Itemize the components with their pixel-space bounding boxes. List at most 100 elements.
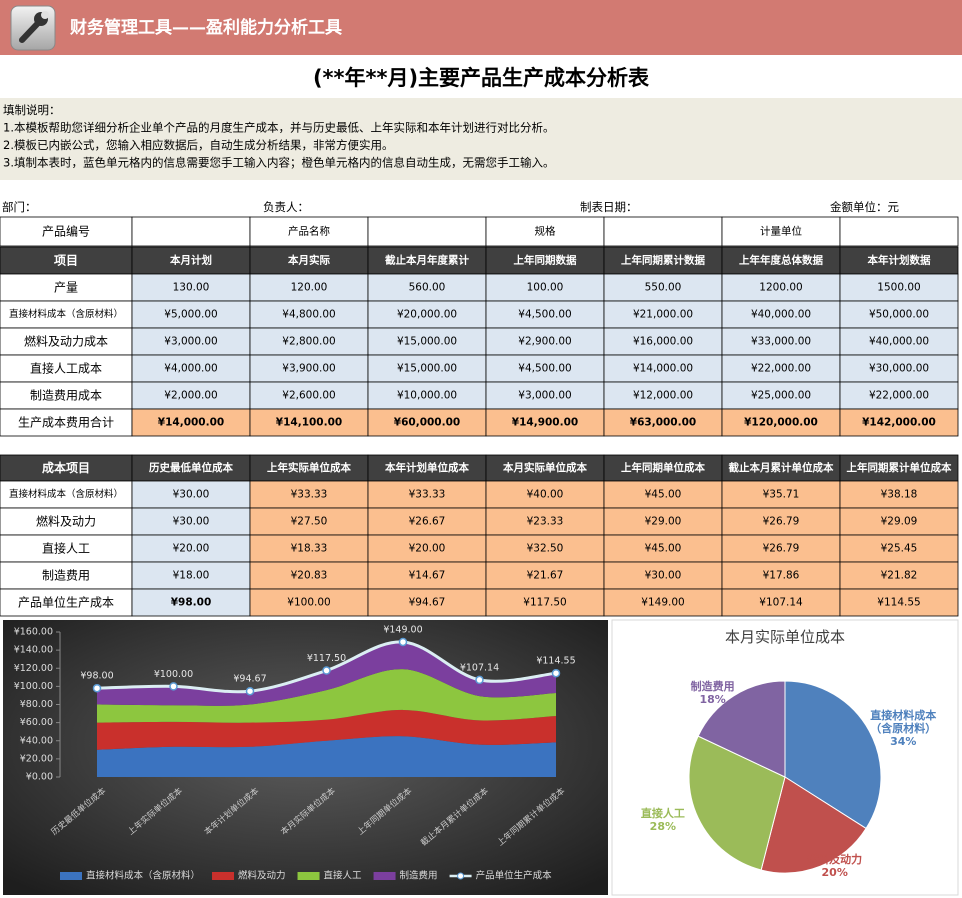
info-label: 金额单位：元 <box>830 200 899 214</box>
line-point <box>92 683 102 693</box>
pie-slice <box>688 735 786 871</box>
table-cell-text: ¥3,900.00 <box>282 363 335 375</box>
table-cell <box>721 588 841 617</box>
table-cell-text: ¥20.00 <box>173 543 210 555</box>
pie-label: 直接材料成本（含原材料）34% <box>870 709 936 749</box>
data-label: ¥117.50 <box>307 653 346 664</box>
table-cell <box>603 561 723 590</box>
table-cell-text: 上年年度总体数据 <box>739 254 823 267</box>
table-cell-text: ¥33.33 <box>409 489 446 501</box>
table-cell-text: ¥27.50 <box>291 516 328 528</box>
table-cell <box>485 408 605 437</box>
table-cell <box>603 588 723 617</box>
pie-label-name: 直接人工 <box>640 806 685 820</box>
table-cell-text: 上年同期累计单位成本 <box>847 461 952 474</box>
table-cell <box>721 381 841 410</box>
y-tick-label: ¥80.00 <box>20 699 53 710</box>
line-point <box>245 686 255 696</box>
table-cell-text: ¥26.79 <box>763 516 800 528</box>
area <box>97 669 556 723</box>
table-cell <box>131 454 251 482</box>
table-cell-text: ¥120,000.00 <box>744 417 818 429</box>
info-label: 负责人： <box>263 200 309 214</box>
area <box>97 736 556 777</box>
table-cell-text: ¥17.86 <box>763 570 800 582</box>
table-cell <box>367 534 487 563</box>
table-cell-text: ¥25.45 <box>881 543 918 555</box>
pie-slice <box>760 776 867 874</box>
table-cell-text: ¥114.55 <box>877 597 920 609</box>
table-cell <box>839 381 959 410</box>
table-cell <box>839 354 959 383</box>
table-cell-text: ¥29.09 <box>881 516 918 528</box>
table-cell-text: 上年同期数据 <box>514 254 577 267</box>
pie-label-value: 34% <box>890 735 917 749</box>
table-cell <box>721 454 841 482</box>
table-cell <box>485 588 605 617</box>
table-cell-text: ¥4,500.00 <box>518 363 571 375</box>
table-cell <box>131 300 251 329</box>
table-cell-text: 直接材料成本（含原材料） <box>9 488 123 500</box>
table-cell-text: 本月实际 <box>288 254 330 267</box>
table-cell-text: ¥25,000.00 <box>751 390 811 402</box>
table-cell <box>249 561 369 590</box>
table-cell <box>721 300 841 329</box>
table-cell-text: 截止本月累计单位成本 <box>729 461 834 474</box>
table-cell <box>0 216 133 247</box>
table-cell-text: 130.00 <box>173 282 210 294</box>
table-cell-text: ¥30.00 <box>645 570 682 582</box>
line-point <box>551 668 561 678</box>
table-cell-text: ¥18.00 <box>173 570 210 582</box>
pie-slice <box>697 680 786 778</box>
table-cell-text: ¥2,000.00 <box>164 390 217 402</box>
table-cell <box>249 273 369 302</box>
table-cell-text: 上年同期单位成本 <box>621 461 705 474</box>
pie-slice <box>784 680 882 830</box>
table-cell <box>485 216 605 247</box>
pie-label-name: 燃料及动力 <box>807 853 863 866</box>
table-cell-text: 560.00 <box>409 282 446 294</box>
area <box>97 709 556 750</box>
line-point <box>322 666 331 675</box>
table-cell <box>249 507 369 536</box>
table-cell <box>603 507 723 536</box>
table-cell <box>367 588 487 617</box>
table-cell <box>485 534 605 563</box>
data-label: ¥149.00 <box>383 624 422 635</box>
table-cell-text: ¥14.67 <box>409 570 446 582</box>
table-cell-text: ¥18.33 <box>291 543 328 555</box>
table-cell-text: 成本项目 <box>42 460 90 475</box>
table-cell <box>249 381 369 410</box>
y-tick-label: ¥140.00 <box>14 645 53 656</box>
table-cell <box>249 408 369 437</box>
table-cell <box>603 273 723 302</box>
table-cell <box>721 216 841 247</box>
table-cell <box>0 588 133 617</box>
table-cell-text: ¥29.00 <box>645 516 682 528</box>
table-cell <box>839 588 959 617</box>
table-cell <box>603 300 723 329</box>
table-cell-text: ¥45.00 <box>645 489 682 501</box>
table-cell-text: 产品名称 <box>288 225 330 238</box>
table-cell-text: ¥2,900.00 <box>518 336 571 348</box>
table-cell-text: ¥23.33 <box>527 516 564 528</box>
table-cell-text: ¥22,000.00 <box>751 363 811 375</box>
table-cell <box>603 534 723 563</box>
table-cell <box>603 480 723 509</box>
table-cell-text: ¥149.00 <box>641 597 684 609</box>
table-cell <box>721 561 841 590</box>
table-cell <box>485 381 605 410</box>
table-cell-text: ¥20,000.00 <box>397 309 457 321</box>
table-cell-text: 直接材料成本（含原材料） <box>9 308 123 320</box>
legend-label: 制造费用 <box>400 870 438 882</box>
table-cell-text: 本年计划数据 <box>868 254 931 267</box>
table-cell <box>839 273 959 302</box>
table-cell-text: ¥40,000.00 <box>751 309 811 321</box>
pie-label-box: 燃料及动力 20% <box>795 838 875 894</box>
pie-label-box: 直接人工 28% <box>623 792 703 848</box>
table-cell <box>131 246 251 275</box>
table-cell-text: 产品编号 <box>42 224 90 239</box>
table-cell <box>249 300 369 329</box>
table-cell <box>839 507 959 536</box>
